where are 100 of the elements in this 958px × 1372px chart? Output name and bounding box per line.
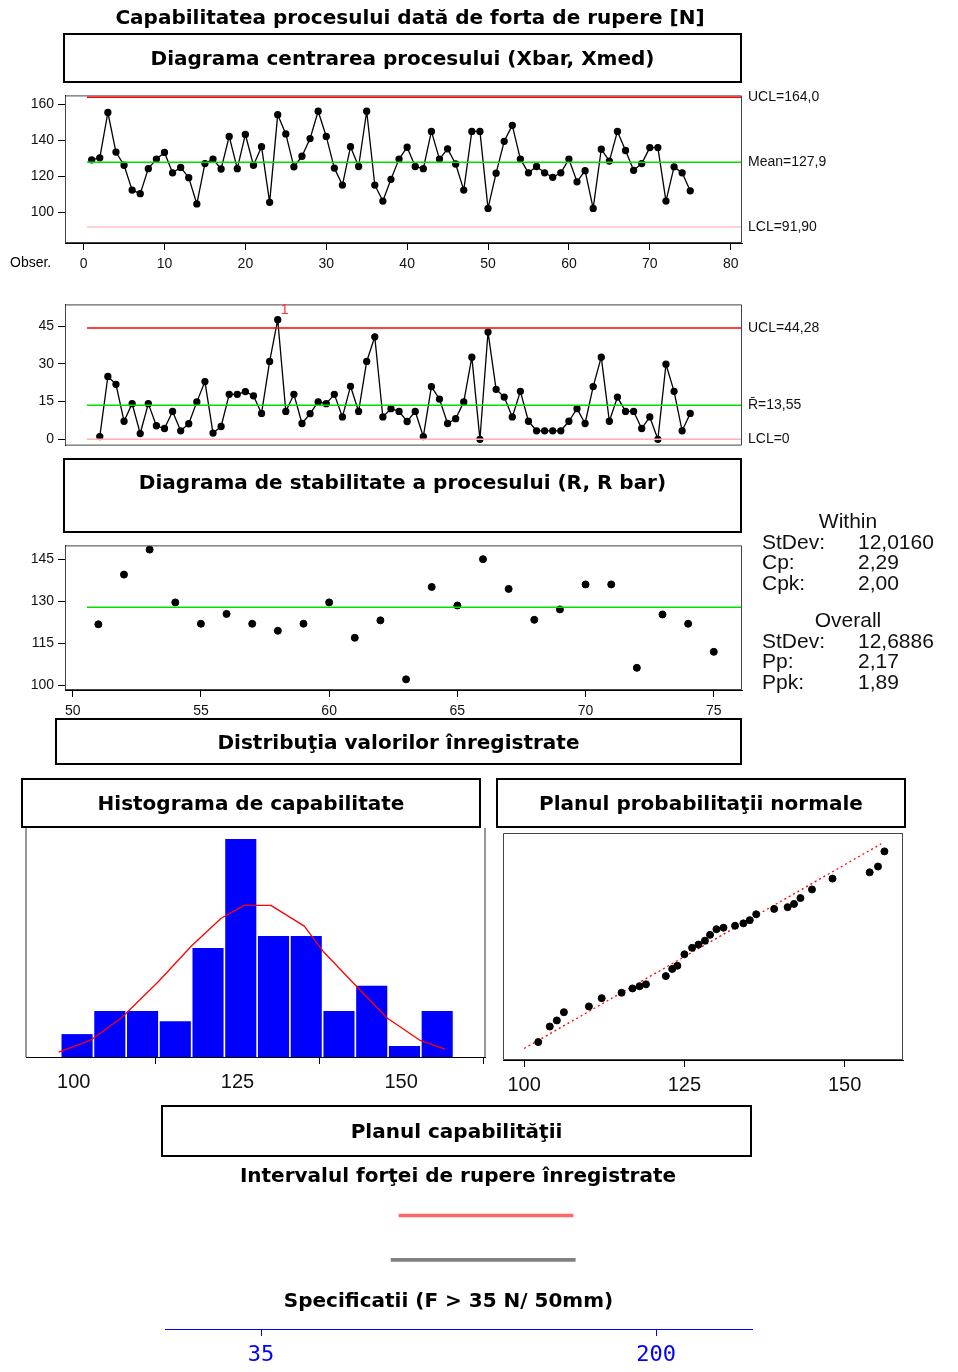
point	[196, 619, 205, 628]
x-tick-label: 150	[827, 1072, 862, 1095]
text: Within	[817, 509, 879, 532]
point	[552, 1016, 561, 1025]
x-tick-label: 125	[220, 1069, 255, 1092]
point	[783, 903, 792, 912]
x-tick-label: 55	[193, 702, 209, 719]
point	[559, 1008, 568, 1017]
text: Distribuţia valorilor înregistrate	[217, 729, 580, 754]
point	[607, 580, 616, 589]
point	[709, 647, 718, 656]
text: Cp:	[762, 550, 795, 573]
x-tick-label: 60	[321, 702, 338, 719]
x-tick-label: 30	[318, 255, 335, 272]
point	[273, 626, 282, 635]
x-tick-label: 50	[480, 255, 497, 272]
x-tick-label: 65	[449, 702, 466, 719]
y-tick-label: 145	[30, 550, 55, 567]
point	[545, 1022, 554, 1031]
y-tick-label: 130	[30, 592, 55, 609]
text: Pp:	[762, 649, 794, 672]
point	[145, 545, 154, 554]
point	[807, 885, 816, 894]
point	[865, 868, 874, 877]
point	[641, 980, 650, 989]
point	[504, 584, 513, 593]
point	[427, 582, 436, 591]
chart-title: Capabilitatea procesului dată de forta de rupere [N]	[115, 5, 705, 29]
y-tick-label: 45	[38, 317, 55, 334]
point	[299, 619, 308, 628]
x-tick-label: 200	[636, 1340, 677, 1366]
chart-subtitle: Intervalul forţei de rupere înregistrate	[239, 1163, 677, 1187]
point	[796, 894, 805, 903]
point	[700, 936, 709, 945]
x-tick-label: 0	[79, 255, 88, 272]
point	[770, 904, 779, 913]
point	[658, 610, 667, 619]
point	[222, 609, 231, 618]
chart-subtitle: Diagrama centrarea procesului (Xbar, Xmed)	[150, 46, 655, 70]
point	[790, 899, 799, 908]
ref-line-label: UCL=164,0	[748, 88, 820, 105]
point	[248, 619, 257, 628]
ref-line-label: LCL=91,90	[748, 217, 818, 234]
point	[880, 847, 889, 856]
point	[584, 1002, 593, 1011]
point	[628, 984, 637, 993]
text: 12,6886	[858, 628, 934, 652]
x-tick-label: 75	[706, 702, 722, 719]
x-tick-label: 100	[57, 1069, 91, 1092]
x-tick-label: 100	[507, 1072, 541, 1095]
point	[632, 663, 641, 672]
point	[706, 930, 715, 939]
point	[688, 943, 697, 952]
point	[745, 916, 754, 925]
point	[617, 988, 626, 997]
y-tick-label: 115	[31, 634, 55, 651]
point	[680, 950, 689, 959]
text: StDev:	[762, 529, 826, 553]
point	[673, 961, 682, 970]
x-tick-label: 60	[561, 255, 577, 272]
x-tick-label: 70	[642, 255, 658, 272]
y-tick-label: 120	[30, 167, 55, 184]
point	[597, 994, 606, 1003]
chart-title: Planul capabilităţii	[350, 1119, 563, 1143]
point	[661, 972, 670, 981]
point	[94, 620, 103, 629]
x-tick-label: 40	[399, 255, 416, 272]
x-tick-label: 10	[156, 255, 173, 272]
y-tick-label: 160	[30, 95, 55, 112]
x-tick-label: 125	[667, 1072, 702, 1095]
y-tick-label: 0	[46, 430, 55, 447]
y-tick-label: 30	[38, 354, 55, 371]
point	[739, 919, 748, 928]
chart-title: Histograma de capabilitate	[97, 791, 405, 815]
point	[635, 982, 644, 991]
point	[581, 580, 590, 589]
x-tick-label: 80	[722, 255, 739, 272]
point	[479, 555, 487, 564]
y-tick-label: 100	[30, 676, 55, 693]
y-tick-label: 100	[30, 203, 55, 220]
y-tick-label: 140	[30, 131, 55, 148]
x-tick-label: 150	[384, 1069, 418, 1092]
x-tick-label: 50	[64, 702, 81, 719]
x-tick-label: 35	[247, 1340, 275, 1366]
point	[171, 598, 180, 607]
point	[719, 923, 728, 932]
text: StDev:	[762, 628, 826, 652]
ref-line-label: R̄=13,55	[748, 396, 802, 413]
x-tick-label: 70	[577, 702, 594, 719]
ref-line-label: LCL=0	[748, 430, 790, 447]
x-axis-title: Obser.	[10, 253, 52, 270]
annotation: 1	[280, 300, 289, 317]
x-tick-label: 20	[237, 255, 254, 272]
point	[694, 940, 703, 949]
ref-line-label: UCL=44,28	[748, 318, 820, 335]
text: Overall	[813, 608, 883, 631]
point	[376, 616, 385, 625]
point	[325, 598, 334, 607]
point	[350, 633, 359, 642]
y-tick-label: 15	[38, 392, 55, 409]
